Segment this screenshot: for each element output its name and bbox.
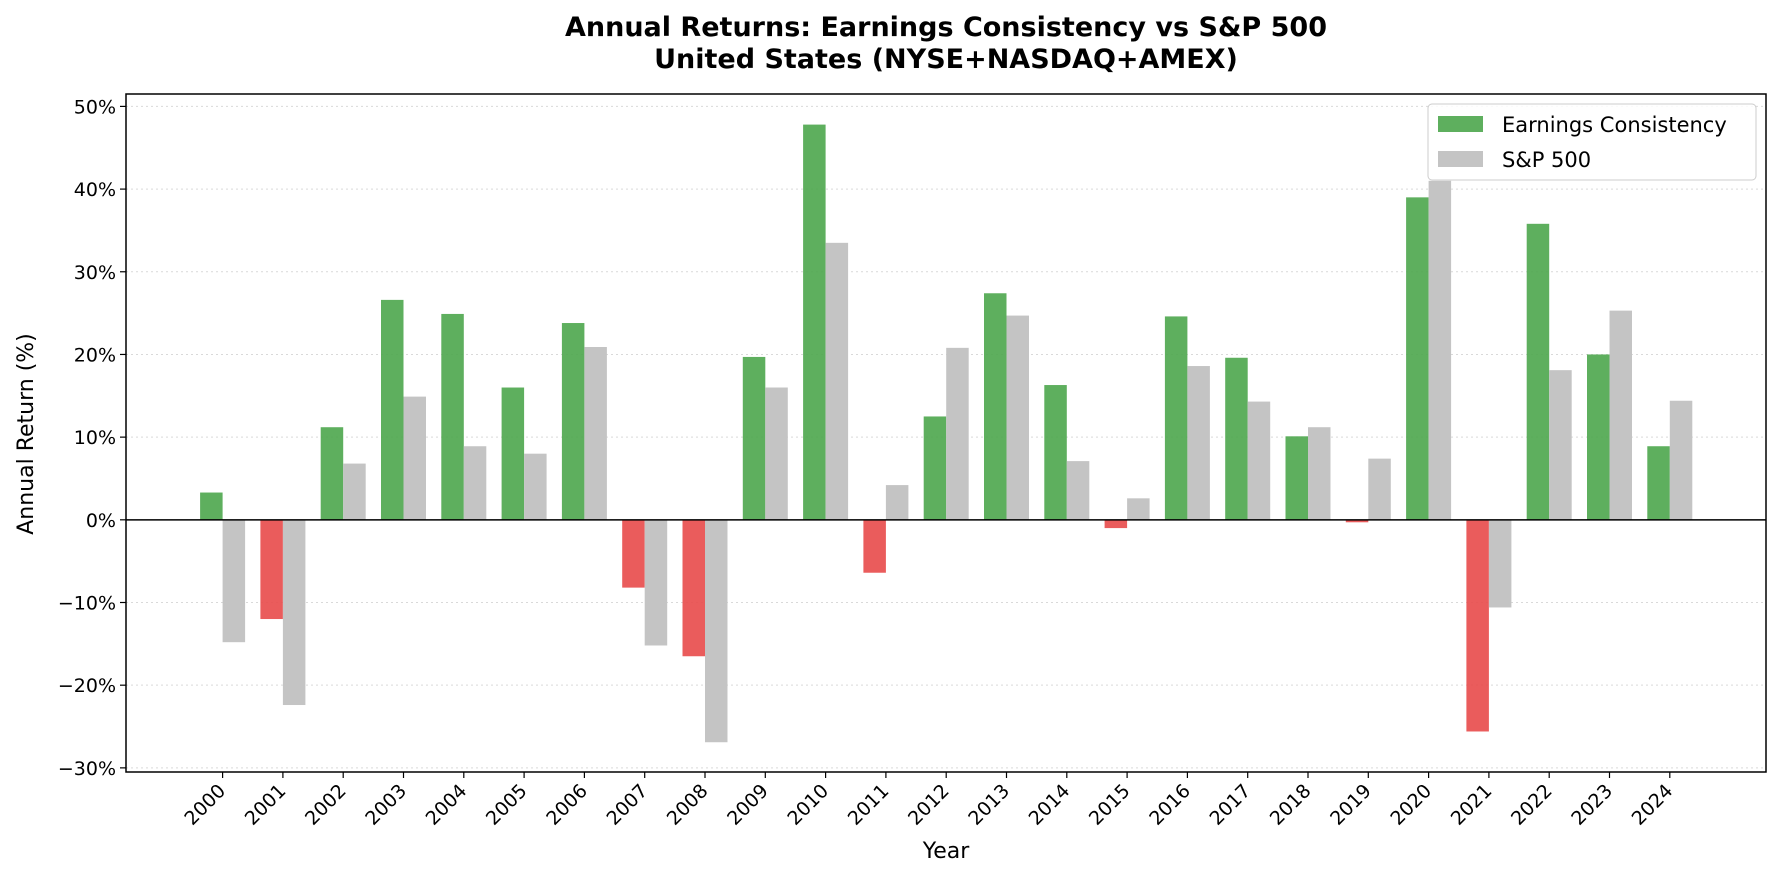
x-tick-label: 2017: [1205, 780, 1255, 830]
bar-earnings-consistency-2011: [863, 519, 886, 573]
x-tick-label: 2009: [723, 780, 773, 830]
bar-s-p-500-2017: [1247, 401, 1271, 520]
y-tick-label: 0%: [86, 510, 116, 532]
bar-earnings-consistency-2008: [682, 519, 705, 657]
bar-s-p-500-2022: [1549, 370, 1572, 520]
x-tick-label: 2022: [1507, 780, 1557, 830]
bar-earnings-consistency-2006: [561, 323, 585, 520]
x-tick-label: 2002: [301, 780, 351, 830]
x-tick-label: 2024: [1628, 780, 1678, 830]
bar-s-p-500-2020: [1428, 180, 1452, 520]
bar-s-p-500-2003: [403, 396, 426, 520]
bar-s-p-500-2006: [584, 347, 607, 520]
y-tick-label: 10%: [74, 427, 116, 449]
x-tick-label: 2016: [1145, 780, 1195, 830]
x-tick-label: 2014: [1025, 780, 1075, 830]
chart-title: Annual Returns: Earnings Consistency vs …: [565, 12, 1327, 43]
bar-s-p-500-2012: [946, 347, 969, 520]
x-tick-label: 2020: [1386, 780, 1436, 830]
bar-s-p-500-2013: [1006, 315, 1029, 520]
bar-s-p-500-2008: [705, 519, 728, 743]
x-tick-label: 2012: [904, 780, 954, 830]
y-tick-label: −10%: [58, 593, 116, 615]
x-tick-label: 2004: [422, 780, 472, 830]
x-tick-label: 2015: [1085, 780, 1135, 830]
x-tick-label: 2011: [844, 780, 894, 830]
y-tick-label: 40%: [74, 179, 116, 201]
chart-subtitle: United States (NYSE+NASDAQ+AMEX): [654, 44, 1238, 75]
bar-s-p-500-2001: [282, 519, 306, 706]
bar-earnings-consistency-2009: [742, 356, 766, 520]
legend: Earnings Consistency S&P 500: [1427, 103, 1757, 181]
y-tick-label: 20%: [74, 344, 116, 366]
bar-earnings-consistency-2000: [200, 492, 223, 520]
bar-s-p-500-2005: [524, 453, 547, 520]
bar-earnings-consistency-2024: [1647, 446, 1670, 520]
bar-s-p-500-2015: [1127, 498, 1150, 520]
bar-earnings-consistency-2016: [1164, 316, 1188, 520]
bar-earnings-consistency-2002: [320, 427, 344, 520]
legend-label-earnings-consistency: Earnings Consistency: [1502, 113, 1727, 137]
legend-swatch-earnings-consistency: [1438, 116, 1483, 132]
bar-s-p-500-2009: [765, 387, 788, 520]
x-tick-label: 2005: [482, 780, 532, 830]
bar-s-p-500-2014: [1066, 461, 1090, 520]
bar-s-p-500-2021: [1488, 519, 1512, 608]
x-tick-label: 2013: [964, 780, 1014, 830]
bar-earnings-consistency-2020: [1406, 197, 1429, 520]
y-axis-label: Annual Return (%): [14, 333, 39, 535]
x-tick-label: 2010: [783, 780, 833, 830]
bar-earnings-consistency-2012: [923, 416, 947, 520]
x-axis-label: Year: [922, 839, 971, 864]
bar-s-p-500-2011: [885, 485, 909, 520]
legend-box: [1427, 103, 1757, 181]
y-tick-label: −30%: [58, 758, 116, 780]
legend-label-sp500: S&P 500: [1502, 148, 1591, 172]
bar-earnings-consistency-2015: [1104, 519, 1128, 529]
bar-earnings-consistency-2022: [1526, 223, 1550, 520]
bar-s-p-500-2000: [222, 519, 246, 643]
bar-earnings-consistency-2007: [622, 519, 645, 588]
bar-s-p-500-2018: [1308, 427, 1331, 520]
bar-earnings-consistency-2023: [1587, 354, 1610, 520]
legend-swatch-sp500: [1438, 151, 1483, 167]
bar-earnings-consistency-2004: [441, 313, 464, 520]
x-tick-label: 2001: [241, 780, 291, 830]
y-tick-label: −20%: [58, 675, 116, 697]
bar-s-p-500-2004: [463, 446, 487, 520]
bar-earnings-consistency-2018: [1285, 436, 1308, 520]
x-tick-label: 2008: [663, 780, 713, 830]
bar-earnings-consistency-2021: [1466, 519, 1489, 732]
bar-earnings-consistency-2014: [1044, 385, 1067, 520]
bar-earnings-consistency-2017: [1225, 357, 1248, 520]
x-tick-label: 2006: [542, 780, 592, 830]
bar-s-p-500-2007: [644, 519, 668, 646]
x-tick-label: 2000: [180, 780, 230, 830]
x-tick-label: 2021: [1447, 780, 1497, 830]
bar-earnings-consistency-2019: [1345, 519, 1369, 523]
y-axis: −30% −20% −10% 0% 10% 20% 30% 40% 50%: [58, 96, 126, 780]
x-axis: 2000 2001 2002 2003 2004 2005 2006 2007 2008 2009…: [180, 772, 1677, 830]
bar-earnings-consistency-2010: [803, 124, 826, 520]
x-tick-label: 2003: [361, 780, 411, 830]
x-tick-label: 2023: [1567, 780, 1617, 830]
bar-s-p-500-2023: [1609, 310, 1632, 520]
bar-earnings-consistency-2005: [501, 387, 525, 520]
bar-s-p-500-2016: [1187, 366, 1210, 520]
bar-earnings-consistency-2003: [381, 299, 404, 520]
x-tick-label: 2007: [602, 780, 652, 830]
bar-s-p-500-2024: [1669, 400, 1693, 520]
bar-s-p-500-2002: [343, 463, 366, 520]
y-tick-label: 50%: [74, 96, 116, 118]
bar-earnings-consistency-2013: [984, 293, 1007, 520]
bar-s-p-500-2019: [1368, 458, 1391, 520]
bar-s-p-500-2010: [825, 242, 849, 520]
y-tick-label: 30%: [74, 262, 116, 284]
x-tick-label: 2019: [1326, 780, 1376, 830]
bar-earnings-consistency-2001: [260, 519, 283, 620]
x-tick-label: 2018: [1266, 780, 1316, 830]
bars: [200, 124, 1693, 743]
